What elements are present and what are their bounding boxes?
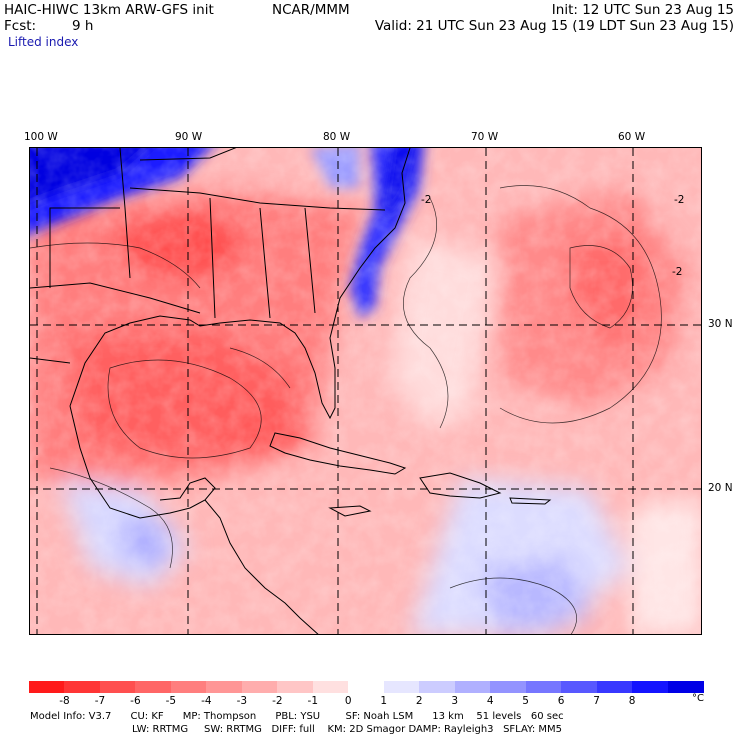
- colorbar-swatch: [277, 681, 314, 693]
- colorbar-swatch: [454, 681, 491, 693]
- colorbar-swatch: [490, 681, 527, 693]
- lon-label-90w: 90 W: [175, 131, 203, 143]
- fcst-label: Fcst:: [4, 18, 37, 34]
- colorbar-swatch: [632, 681, 669, 693]
- colorbar-tick-label: -6: [130, 695, 141, 707]
- lon-label-70w: 70 W: [471, 131, 499, 143]
- lon-label-60w: 60 W: [618, 131, 646, 143]
- shaded-field: [30, 148, 701, 634]
- model-info-line2: LW: RRTMG SW: RRTMG DIFF: full KM: 2D Sm…: [132, 724, 562, 735]
- colorbar-tick-label: 3: [451, 695, 459, 707]
- lat-label-20n: 20 N: [708, 482, 733, 494]
- model-title: HAIC-HIWC 13km ARW-GFS init: [4, 2, 214, 18]
- org-label: NCAR/MMM: [272, 2, 350, 18]
- contours: [30, 185, 662, 634]
- colorbar-swatch: [561, 681, 598, 693]
- colorbar-swatch: [99, 681, 136, 693]
- coastlines: [30, 148, 552, 634]
- colorbar-tick-label: -1: [307, 695, 319, 707]
- colorbar-swatch: [312, 681, 349, 693]
- lat-label-30n: 30 N: [708, 318, 733, 330]
- colorbar-tick-label: -4: [201, 695, 212, 707]
- colorbar-swatch: [383, 681, 420, 693]
- colorbar-swatch: [419, 681, 456, 693]
- colorbar-tick-label: 4: [486, 695, 494, 707]
- colorbar-swatch: [29, 681, 65, 693]
- colorbar-tick-label: 7: [593, 695, 600, 707]
- contour-label: -2: [674, 194, 685, 206]
- colorbar-tick-label: -5: [165, 695, 177, 707]
- colorbar-tick-label: 0: [344, 695, 352, 707]
- colorbar-tick-label: 1: [380, 695, 388, 707]
- lon-label-100w: 100 W: [24, 131, 58, 143]
- colorbar-swatch: [64, 681, 101, 693]
- colorbar-swatch: [667, 681, 704, 693]
- lon-label-80w: 80 W: [323, 131, 351, 143]
- colorbar-swatch: [135, 681, 172, 693]
- colorbar-tick-label: 8: [628, 695, 636, 707]
- colorbar-tick-label: -2: [272, 695, 283, 707]
- colorbar-tick-label: 6: [557, 695, 565, 707]
- colorbar-swatch: [596, 681, 633, 693]
- colorbar-swatch: [525, 681, 562, 693]
- init-time: Init: 12 UTC Sun 23 Aug 15: [551, 2, 734, 18]
- contour-label: -2: [672, 266, 683, 278]
- colorbar-unit: °C: [692, 693, 704, 704]
- valid-time: Valid: 21 UTC Sun 23 Aug 15 (19 LDT Sun …: [374, 18, 734, 34]
- colorbar-swatch: [170, 681, 207, 693]
- contour-label: -2: [421, 194, 432, 206]
- field-name: Lifted index: [8, 35, 79, 49]
- model-info-line1: Model Info: V3.7 CU: KF MP: Thompson PBL…: [30, 711, 564, 722]
- colorbar-tick-label: -7: [94, 695, 106, 707]
- fcst-value: 9 h: [72, 18, 94, 34]
- colorbar-swatch: [241, 681, 278, 693]
- colorbar-tick-label: 2: [415, 695, 423, 707]
- colorbar-swatch: [206, 681, 243, 693]
- colorbar-tick-label: -8: [59, 695, 70, 707]
- lifted-index-map: [29, 147, 702, 635]
- colorbar-tick-label: -3: [236, 695, 248, 707]
- colorbar-swatch: [348, 681, 385, 693]
- colorbar-tick-label: 5: [522, 695, 529, 707]
- graticule: [30, 148, 701, 634]
